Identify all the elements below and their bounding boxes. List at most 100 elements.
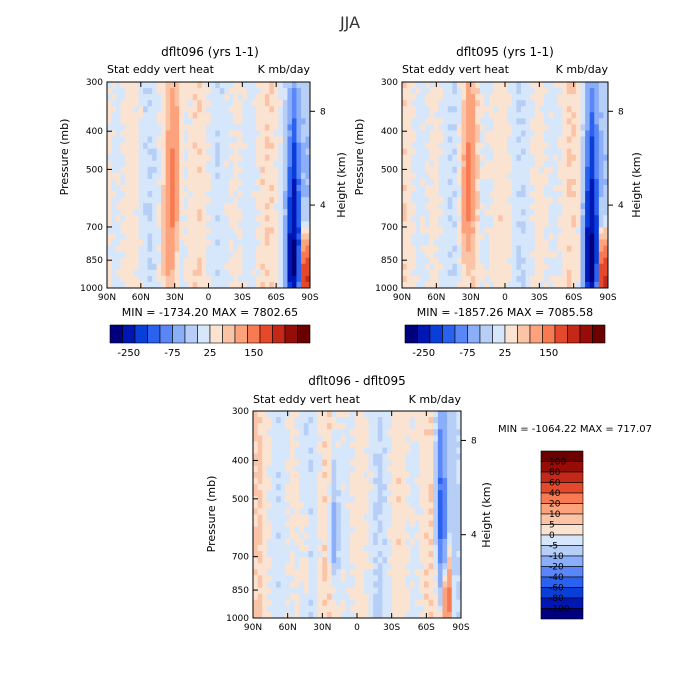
heat-cell (470, 88, 476, 95)
heat-cell (350, 453, 356, 461)
heat-cell (585, 112, 591, 119)
heat-cell (336, 435, 342, 442)
heat-cell (300, 239, 306, 246)
heat-cell (447, 221, 453, 228)
heat-cell (188, 269, 194, 277)
heat-cell (456, 215, 462, 222)
heat-cell (322, 459, 328, 467)
heat-cell (443, 118, 449, 125)
heat-cell (120, 197, 126, 204)
heat-cell (424, 227, 430, 234)
heat-cell (280, 581, 286, 588)
heat-cell (402, 130, 407, 137)
colorbar-label: -75 (164, 348, 180, 359)
heat-cell (447, 185, 453, 192)
x-tick-label: 0 (502, 293, 508, 303)
heat-cell (516, 142, 522, 150)
heat-cell (434, 275, 440, 283)
heat-cell (255, 160, 261, 168)
heat-cell (484, 239, 490, 246)
heat-cell (415, 257, 421, 265)
heat-cell (299, 581, 305, 588)
heat-cell (317, 508, 323, 515)
heat-cell (575, 221, 581, 228)
heat-cell (152, 130, 158, 137)
heat-cell (188, 185, 194, 192)
heat-cell (447, 508, 453, 515)
heat-cell (493, 263, 499, 271)
heat-cell (300, 221, 306, 228)
heat-cell (507, 209, 513, 216)
heat-cell (594, 88, 600, 95)
heat-cell (326, 575, 332, 582)
heat-cell (170, 130, 176, 137)
heat-cell (410, 575, 416, 582)
heat-cell (411, 221, 417, 228)
heat-cell (242, 263, 248, 271)
heat-cell (571, 191, 577, 198)
heat-cell (120, 124, 126, 131)
heat-cell (456, 423, 462, 430)
heat-cell (210, 257, 216, 265)
heat-cell (262, 477, 268, 485)
heat-cell (228, 191, 234, 198)
heat-cell (138, 203, 144, 210)
heat-cell (269, 82, 275, 89)
heat-cell (543, 197, 549, 204)
heat-cell (594, 154, 600, 162)
heat-cell (434, 118, 440, 125)
heat-cell (188, 191, 194, 198)
heat-cell (429, 239, 435, 246)
heat-cell (452, 178, 458, 186)
heat-cell (368, 605, 374, 613)
heat-cell (129, 160, 135, 168)
heat-cell (382, 508, 388, 515)
heat-cell (419, 490, 425, 497)
heat-cell (174, 281, 180, 289)
heat-cell (269, 166, 275, 174)
heat-cell (594, 160, 600, 168)
heat-cell (305, 142, 311, 150)
heat-cell (273, 112, 279, 119)
heat-cell (420, 172, 426, 180)
heat-cell (396, 477, 402, 485)
heat-cell (470, 191, 476, 198)
heat-cell (242, 197, 248, 204)
heat-cell (269, 203, 275, 210)
heat-cell (539, 251, 545, 259)
heat-cell (442, 544, 448, 552)
heat-cell (598, 281, 604, 289)
heat-cell (299, 526, 305, 534)
heat-cell (387, 575, 393, 582)
heat-cell (479, 269, 485, 277)
heat-cell (424, 575, 430, 582)
heat-cell (493, 203, 499, 210)
heat-cell (206, 94, 212, 101)
heat-cell (410, 520, 416, 528)
heat-cell (260, 160, 266, 168)
heat-cell (269, 124, 275, 131)
heat-cell (271, 611, 277, 619)
heat-cell (156, 94, 162, 101)
heat-cell (273, 178, 279, 186)
heat-cell (251, 233, 257, 240)
heat-cell (215, 269, 221, 277)
heat-cell (242, 251, 248, 259)
heat-cell (411, 124, 417, 131)
heat-cell (183, 100, 189, 107)
heat-cell (406, 233, 412, 240)
heat-cell (566, 100, 572, 107)
heat-cell (589, 221, 595, 228)
heat-cell (589, 106, 595, 113)
heat-cell (534, 136, 540, 143)
heat-cell (359, 587, 365, 595)
heat-cell (116, 275, 121, 283)
heat-cell (414, 423, 420, 430)
heat-cell (116, 118, 121, 125)
heat-cell (125, 191, 130, 198)
heat-cell (111, 166, 117, 174)
heat-cell (116, 178, 121, 186)
heat-cell (571, 227, 577, 234)
heat-cell (179, 118, 185, 125)
heat-cell (447, 441, 453, 448)
